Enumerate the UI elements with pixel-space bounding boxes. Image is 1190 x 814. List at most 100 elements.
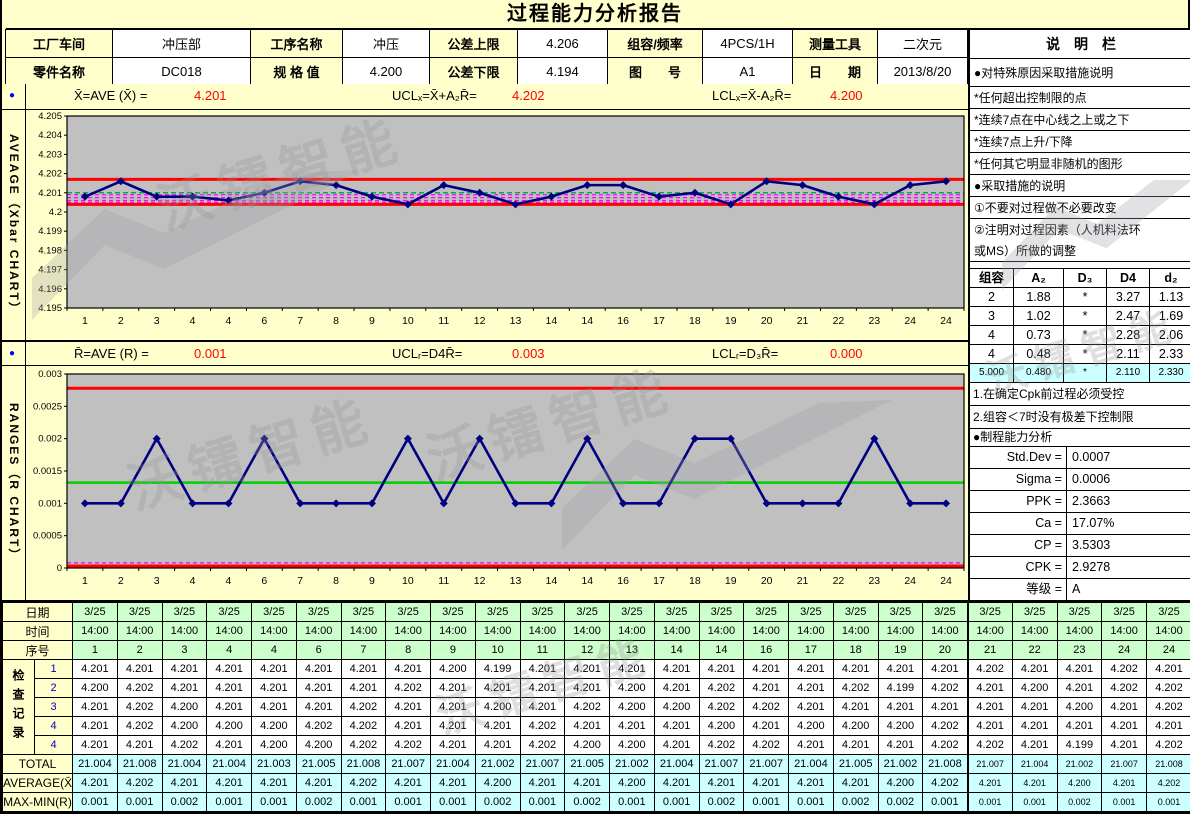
- range-cell[interactable]: 0.001: [788, 792, 834, 812]
- seq-cell[interactable]: 24: [1146, 640, 1190, 660]
- measurement-cell[interactable]: 4.202: [116, 697, 163, 717]
- date-cell[interactable]: 3/25: [161, 602, 208, 622]
- measurement-cell[interactable]: 4.200: [251, 716, 297, 736]
- seq-cell[interactable]: 2: [116, 640, 163, 660]
- time-cell[interactable]: 14:00: [832, 621, 879, 641]
- date-cell[interactable]: 3/25: [1146, 602, 1190, 622]
- average-cell[interactable]: 4.201: [1011, 773, 1058, 793]
- average-cell[interactable]: 4.201: [161, 773, 208, 793]
- constants-selected-cell[interactable]: 5.000: [970, 364, 1014, 383]
- measurement-cell[interactable]: 4.200: [295, 735, 342, 755]
- date-cell[interactable]: 3/25: [1101, 602, 1148, 622]
- measurement-cell[interactable]: 4.201: [1011, 697, 1058, 717]
- average-cell[interactable]: 4.200: [877, 773, 924, 793]
- measurement-cell[interactable]: 4.200: [564, 735, 611, 755]
- measurement-cell[interactable]: 4.201: [877, 735, 924, 755]
- range-cell[interactable]: 0.001: [430, 792, 476, 812]
- header-value[interactable]: 冲压: [342, 29, 430, 58]
- measurement-cell[interactable]: 4.201: [116, 659, 163, 679]
- measurement-cell[interactable]: 4.200: [609, 697, 655, 717]
- total-cell[interactable]: 21.005: [832, 754, 879, 774]
- measurement-cell[interactable]: 4.201: [788, 678, 834, 698]
- seq-cell[interactable]: 6: [295, 640, 342, 660]
- range-cell[interactable]: 0.002: [1056, 792, 1103, 812]
- time-cell[interactable]: 14:00: [206, 621, 253, 641]
- capability-value[interactable]: 0.0007: [1072, 450, 1111, 464]
- measurement-cell[interactable]: 4.201: [788, 735, 834, 755]
- time-cell[interactable]: 14:00: [161, 621, 208, 641]
- total-cell[interactable]: 21.004: [161, 754, 208, 774]
- header-value[interactable]: 2013/8/20: [877, 57, 968, 86]
- range-cell[interactable]: 0.001: [206, 792, 253, 812]
- date-cell[interactable]: 3/25: [653, 602, 700, 622]
- range-cell[interactable]: 0.002: [832, 792, 879, 812]
- measurement-cell[interactable]: 4.201: [474, 716, 521, 736]
- measurement-cell[interactable]: 4.202: [340, 697, 387, 717]
- header-value[interactable]: 二次元: [877, 29, 968, 58]
- measurement-cell[interactable]: 4.199: [877, 678, 924, 698]
- constants-cell[interactable]: *: [1064, 326, 1107, 345]
- constants-cell[interactable]: 0.48: [1014, 345, 1064, 364]
- measurement-cell[interactable]: 4.201: [966, 697, 1013, 717]
- measurement-cell[interactable]: 4.201: [1146, 716, 1190, 736]
- header-value[interactable]: A1: [702, 57, 793, 86]
- total-cell[interactable]: 21.004: [788, 754, 834, 774]
- constants-cell[interactable]: *: [1064, 345, 1107, 364]
- r-ucl-value[interactable]: 0.003: [512, 346, 545, 361]
- seq-cell[interactable]: 7: [340, 640, 387, 660]
- constants-cell[interactable]: 2.28: [1107, 326, 1150, 345]
- date-cell[interactable]: 3/25: [519, 602, 566, 622]
- measurement-cell[interactable]: 4.201: [1101, 716, 1148, 736]
- seq-cell[interactable]: 22: [1011, 640, 1058, 660]
- measurement-cell[interactable]: 4.201: [72, 716, 118, 736]
- measurement-cell[interactable]: 4.201: [430, 678, 476, 698]
- measurement-cell[interactable]: 4.200: [698, 716, 745, 736]
- total-cell[interactable]: 21.005: [295, 754, 342, 774]
- measurement-cell[interactable]: 4.202: [1146, 678, 1190, 698]
- date-cell[interactable]: 3/25: [474, 602, 521, 622]
- total-cell[interactable]: 21.004: [653, 754, 700, 774]
- measurement-cell[interactable]: 4.200: [653, 697, 700, 717]
- average-cell[interactable]: 4.202: [922, 773, 969, 793]
- measurement-cell[interactable]: 4.200: [609, 678, 655, 698]
- measurement-cell[interactable]: 4.201: [116, 735, 163, 755]
- constants-cell[interactable]: 4: [970, 345, 1014, 364]
- measurement-cell[interactable]: 4.201: [564, 659, 611, 679]
- total-cell[interactable]: 21.007: [385, 754, 432, 774]
- measurement-cell[interactable]: 4.202: [116, 716, 163, 736]
- measurement-cell[interactable]: 4.199: [1056, 735, 1103, 755]
- constants-selected-cell[interactable]: *: [1064, 364, 1107, 383]
- measurement-cell[interactable]: 4.202: [966, 735, 1013, 755]
- time-cell[interactable]: 14:00: [609, 621, 655, 641]
- measurement-cell[interactable]: 4.201: [474, 678, 521, 698]
- measurement-cell[interactable]: 4.201: [698, 659, 745, 679]
- total-cell[interactable]: 21.007: [743, 754, 790, 774]
- measurement-cell[interactable]: 4.201: [743, 716, 790, 736]
- measurement-cell[interactable]: 4.202: [698, 735, 745, 755]
- measurement-cell[interactable]: 4.201: [653, 716, 700, 736]
- total-cell[interactable]: 21.007: [519, 754, 566, 774]
- measurement-cell[interactable]: 4.201: [877, 697, 924, 717]
- measurement-cell[interactable]: 4.200: [161, 716, 208, 736]
- range-cell[interactable]: 0.002: [295, 792, 342, 812]
- xbar-lcl-value[interactable]: 4.200: [830, 88, 863, 103]
- measurement-cell[interactable]: 4.202: [116, 678, 163, 698]
- measurement-cell[interactable]: 4.202: [698, 678, 745, 698]
- average-cell[interactable]: 4.201: [1101, 773, 1148, 793]
- measurement-cell[interactable]: 4.200: [877, 716, 924, 736]
- time-cell[interactable]: 14:00: [430, 621, 476, 641]
- measurement-cell[interactable]: 4.201: [519, 659, 566, 679]
- seq-cell[interactable]: 14: [698, 640, 745, 660]
- average-cell[interactable]: 4.201: [430, 773, 476, 793]
- average-cell[interactable]: 4.201: [788, 773, 834, 793]
- measurement-cell[interactable]: 4.201: [653, 678, 700, 698]
- measurement-cell[interactable]: 4.202: [698, 697, 745, 717]
- date-cell[interactable]: 3/25: [385, 602, 432, 622]
- measurement-cell[interactable]: 4.201: [295, 659, 342, 679]
- measurement-cell[interactable]: 4.201: [385, 659, 432, 679]
- average-cell[interactable]: 4.201: [519, 773, 566, 793]
- date-cell[interactable]: 3/25: [609, 602, 655, 622]
- measurement-cell[interactable]: 4.202: [832, 678, 879, 698]
- measurement-cell[interactable]: 4.201: [161, 659, 208, 679]
- seq-cell[interactable]: 23: [1056, 640, 1103, 660]
